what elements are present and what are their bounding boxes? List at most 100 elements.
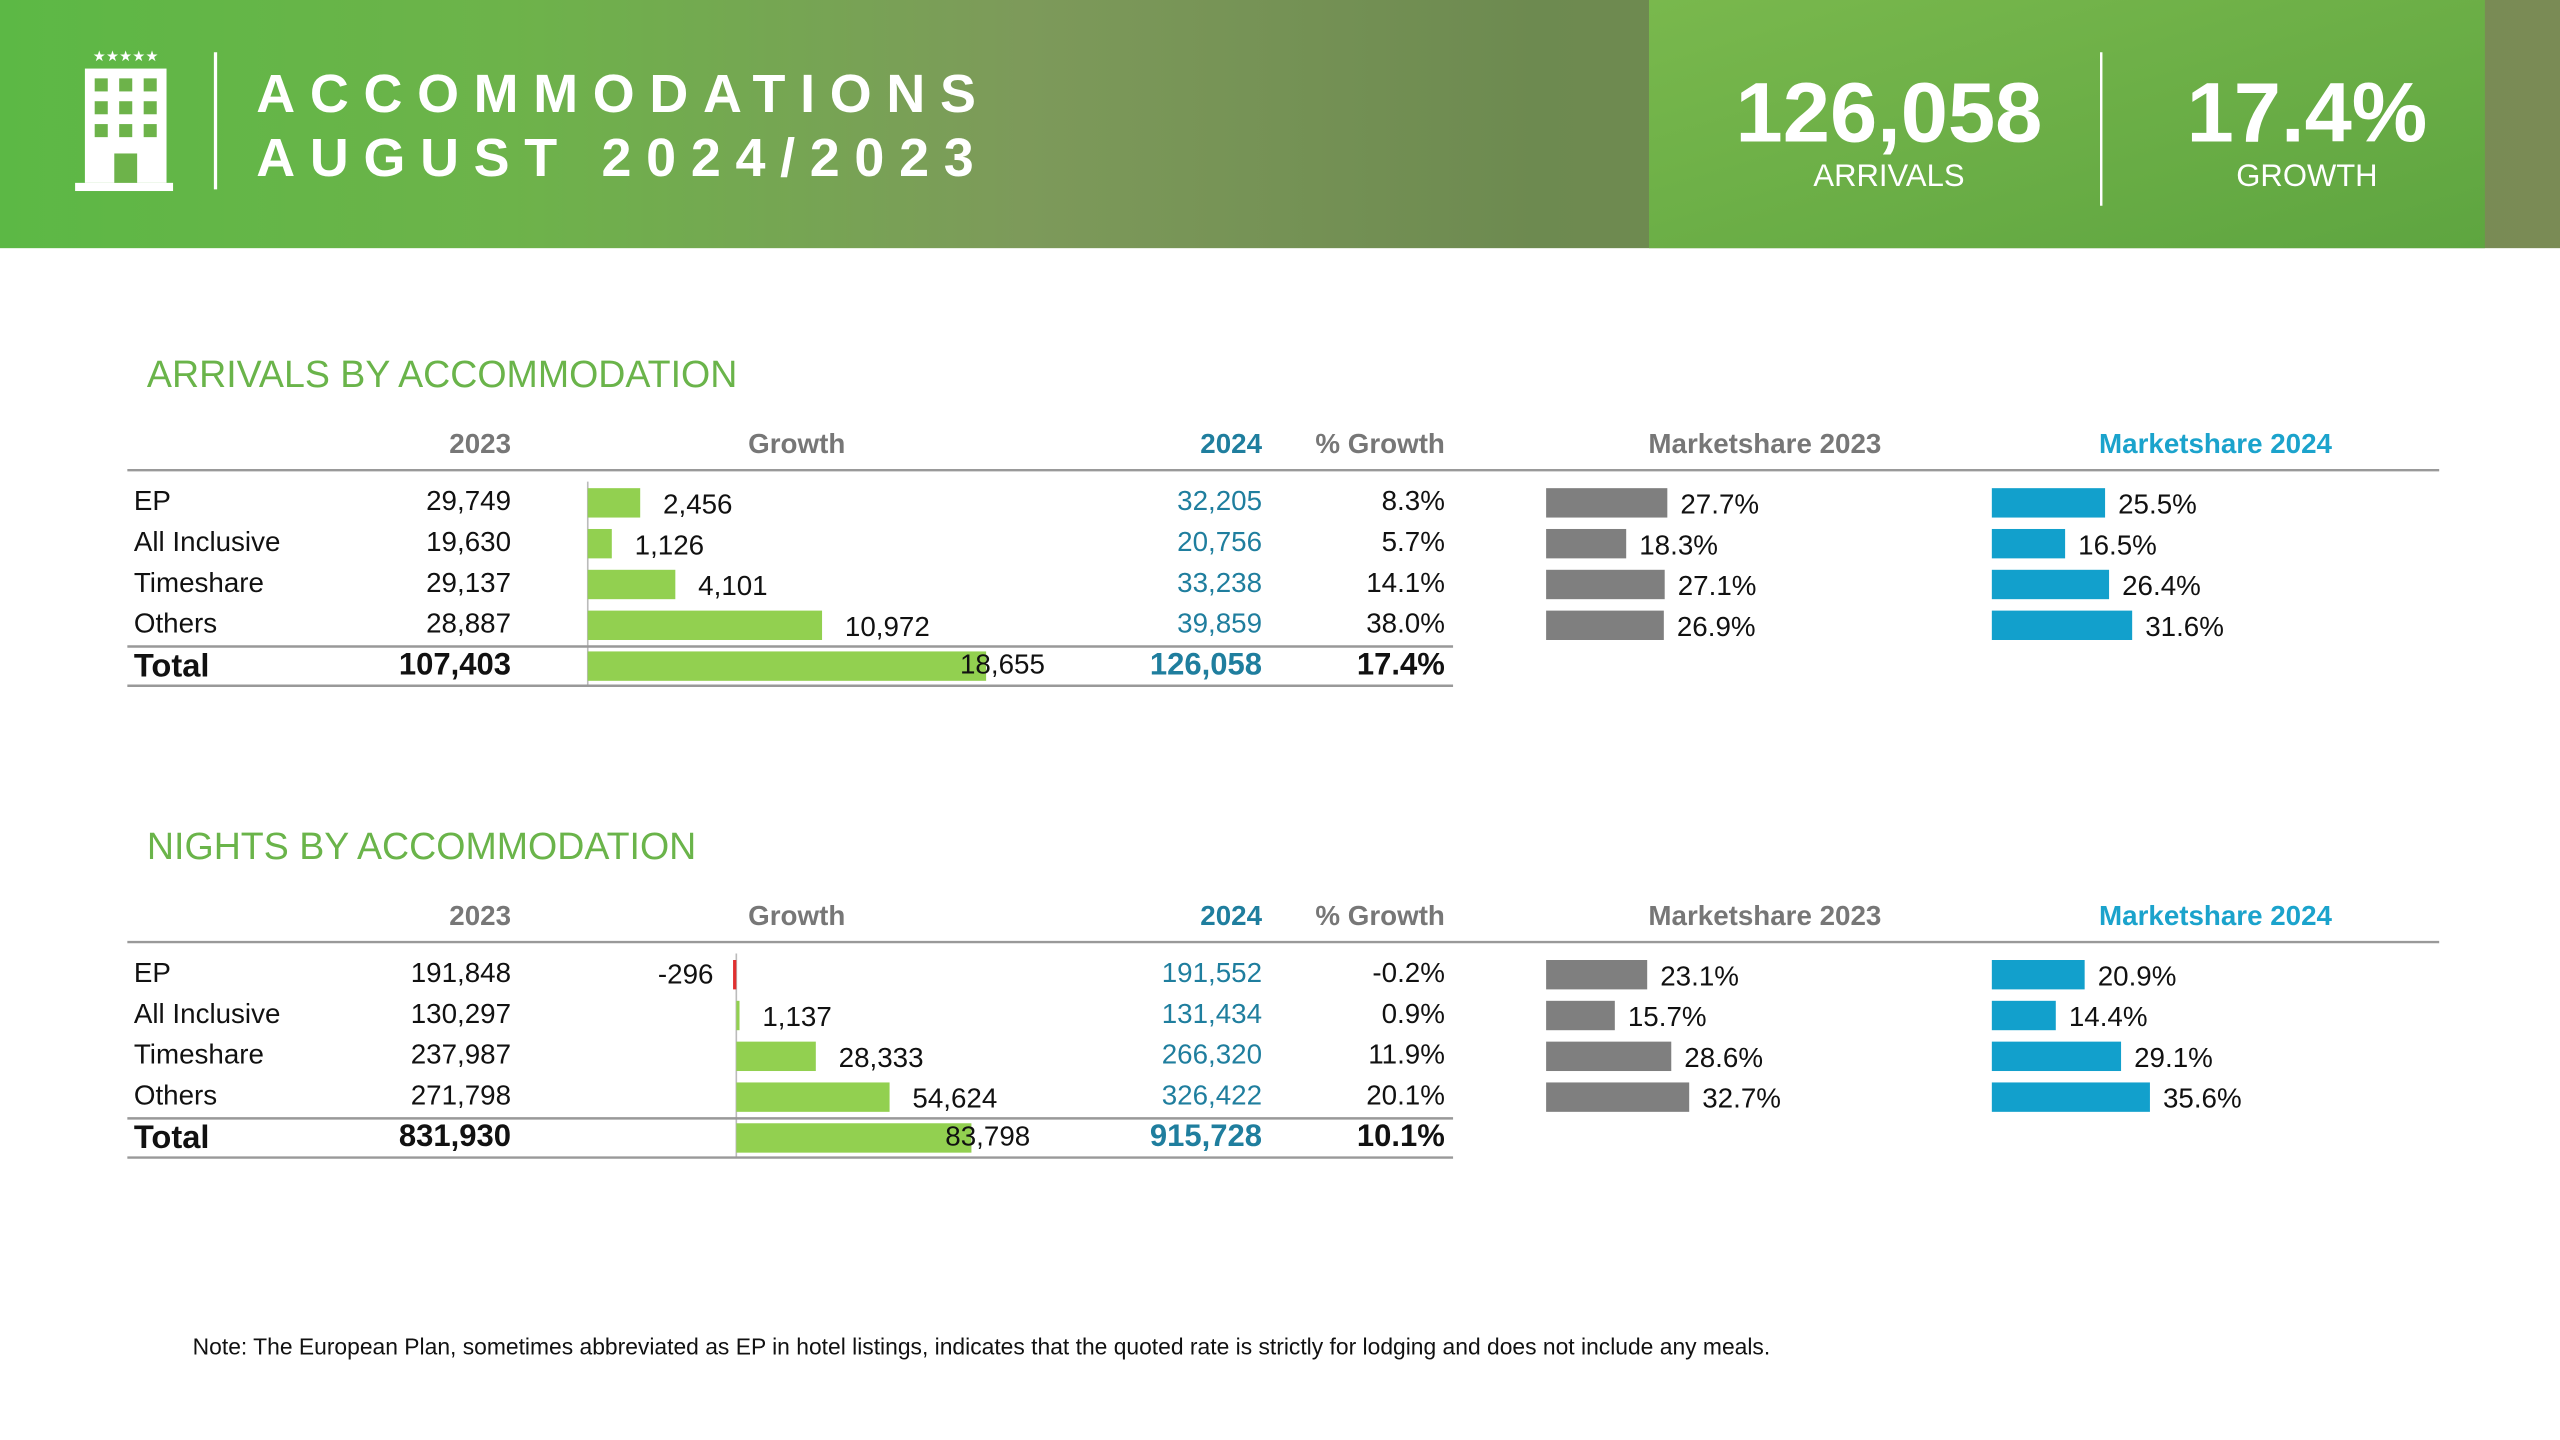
growth-bar [733, 960, 737, 990]
total-2023: 831,930 [399, 1118, 511, 1153]
column-header: 2023 [449, 900, 511, 931]
section-title: NIGHTS BY ACCOMMODATION [147, 825, 696, 867]
value-2024: 39,859 [1177, 608, 1262, 639]
kpi-panel [1648, 0, 2485, 249]
column-header: Growth [748, 428, 845, 459]
share-2023-label: 23.1% [1660, 960, 1739, 991]
growth-bar [587, 610, 823, 640]
share-2023-bar [1546, 1041, 1672, 1072]
value-2023: 19,630 [426, 526, 511, 557]
total-2023: 107,403 [399, 646, 511, 681]
column-header: Marketshare 2023 [1648, 900, 1881, 931]
title-line: ACCOMMODATIONS [256, 64, 990, 124]
total-2024: 915,728 [1150, 1118, 1262, 1153]
row-name: All Inclusive [134, 526, 281, 557]
pct-growth: 11.9% [1368, 1039, 1445, 1070]
row-name: Timeshare [134, 567, 264, 598]
growth-bar [587, 569, 676, 600]
svg-text:★★★★★: ★★★★★ [93, 49, 159, 65]
column-header: % Growth [1315, 900, 1444, 931]
total-pct-growth: 10.1% [1357, 1118, 1445, 1153]
column-header: 2024 [1200, 428, 1262, 459]
share-2024-bar [1991, 1000, 2056, 1031]
pct-growth: 14.1% [1366, 567, 1445, 598]
growth-label: 54,624 [912, 1083, 997, 1114]
growth-bar [587, 651, 987, 681]
share-2024-label: 29.1% [2134, 1042, 2213, 1073]
value-2023: 237,987 [411, 1039, 511, 1070]
share-2023-bar [1546, 569, 1665, 600]
share-2023-label: 15.7% [1628, 1001, 1707, 1032]
share-2023-bar [1546, 528, 1627, 559]
share-2023-bar [1546, 960, 1648, 990]
share-2023-label: 28.6% [1684, 1042, 1763, 1073]
value-2024: 191,552 [1162, 957, 1262, 988]
row-name: EP [134, 485, 171, 516]
value-2023: 191,848 [411, 957, 511, 988]
share-2023-bar [1546, 1082, 1690, 1112]
column-header: 2023 [449, 428, 511, 459]
row-name: EP [134, 957, 171, 988]
value-2024: 266,320 [1162, 1039, 1262, 1070]
total-name: Total [134, 646, 210, 683]
share-2024-bar [1991, 1082, 2150, 1112]
growth-label: -296 [658, 959, 714, 990]
growth-bar [736, 1082, 890, 1112]
share-2023-label: 26.9% [1677, 611, 1756, 642]
share-2024-bar [1991, 1041, 2122, 1072]
share-2024-label: 31.6% [2145, 611, 2224, 642]
column-header: Marketshare 2024 [2099, 900, 2333, 931]
growth-bar [587, 528, 612, 559]
growth-label: 4,101 [698, 570, 767, 601]
column-header: 2024 [1200, 900, 1262, 931]
growth-bar [736, 1041, 816, 1072]
share-2023-bar [1546, 1000, 1615, 1031]
share-2023-label: 27.7% [1680, 488, 1759, 519]
row-name: Others [134, 608, 217, 639]
share-2024-label: 20.9% [2098, 960, 2177, 991]
share-2024-label: 26.4% [2122, 570, 2201, 601]
row-name: All Inclusive [134, 998, 281, 1029]
pct-growth: 5.7% [1382, 526, 1445, 557]
share-2024-bar [1991, 960, 2085, 990]
value-2023: 29,749 [426, 485, 511, 516]
value-2023: 29,137 [426, 567, 511, 598]
section-title: ARRIVALS BY ACCOMMODATION [147, 353, 737, 395]
value-2023: 271,798 [411, 1079, 511, 1110]
value-2024: 33,238 [1177, 567, 1262, 598]
total-name: Total [134, 1118, 210, 1155]
value-2024: 20,756 [1177, 526, 1262, 557]
share-2023-label: 27.1% [1678, 570, 1757, 601]
kpi-value: 17.4% [2187, 65, 2428, 160]
kpi-value: 126,058 [1736, 65, 2043, 160]
column-header: Marketshare 2023 [1648, 428, 1881, 459]
share-2024-bar [1991, 488, 2106, 518]
value-2024: 32,205 [1177, 485, 1262, 516]
growth-label: 2,456 [663, 488, 732, 519]
column-header: % Growth [1315, 428, 1444, 459]
growth-bar [587, 488, 641, 518]
pct-growth: -0.2% [1372, 957, 1445, 988]
total-2024: 126,058 [1150, 646, 1262, 681]
value-2024: 326,422 [1162, 1079, 1262, 1110]
share-2024-label: 14.4% [2069, 1001, 2148, 1032]
share-2023-label: 32.7% [1702, 1083, 1781, 1114]
total-pct-growth: 17.4% [1357, 646, 1445, 681]
growth-label: 18,655 [960, 648, 1045, 679]
pct-growth: 8.3% [1382, 485, 1445, 516]
pct-growth: 38.0% [1366, 608, 1445, 639]
pct-growth: 0.9% [1382, 998, 1445, 1029]
growth-label: 1,137 [762, 1001, 831, 1032]
growth-bar [736, 1123, 972, 1153]
value-2024: 131,434 [1162, 998, 1262, 1029]
share-2024-label: 16.5% [2078, 529, 2157, 560]
share-2024-bar [1991, 528, 2066, 559]
share-2024-bar [1991, 610, 2133, 640]
growth-label: 83,798 [945, 1120, 1030, 1151]
share-2023-label: 18.3% [1639, 529, 1718, 560]
column-header: Marketshare 2024 [2099, 428, 2333, 459]
value-2023: 28,887 [426, 608, 511, 639]
title-line: AUGUST 2024/2023 [256, 128, 988, 188]
